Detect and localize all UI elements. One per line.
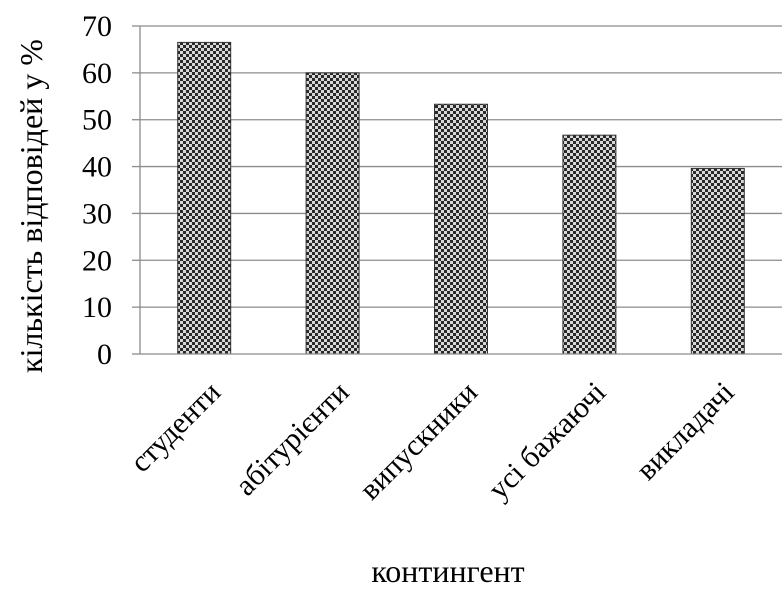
y-tick-label: 20 <box>82 244 112 277</box>
bars <box>177 41 745 355</box>
bar-2 <box>434 103 488 355</box>
y-tick-label: 50 <box>82 104 112 137</box>
y-tick-label: 30 <box>82 197 112 230</box>
x-category-label: усі бажаючі <box>482 376 612 506</box>
bar-3 <box>562 134 617 355</box>
bar-1 <box>305 72 360 355</box>
x-category-label: викладачі <box>630 376 741 487</box>
x-category-label: випускники <box>353 376 484 507</box>
bar-4 <box>690 167 745 355</box>
x-category-label: абітурієнти <box>229 376 356 503</box>
y-tick-labels: 0 10 20 30 40 50 60 70 <box>82 10 112 371</box>
axes <box>132 25 782 355</box>
x-axis-title: контингент <box>371 553 524 589</box>
bar-0 <box>177 41 232 355</box>
y-tick-label: 60 <box>82 57 112 90</box>
y-tick-label: 40 <box>82 151 112 184</box>
y-tick-label: 70 <box>82 10 112 43</box>
y-tick-label: 0 <box>97 338 112 371</box>
y-tick-label: 10 <box>82 291 112 324</box>
x-category-label: студенти <box>124 376 227 479</box>
y-axis-title: кількість відповідей у % <box>13 39 49 373</box>
